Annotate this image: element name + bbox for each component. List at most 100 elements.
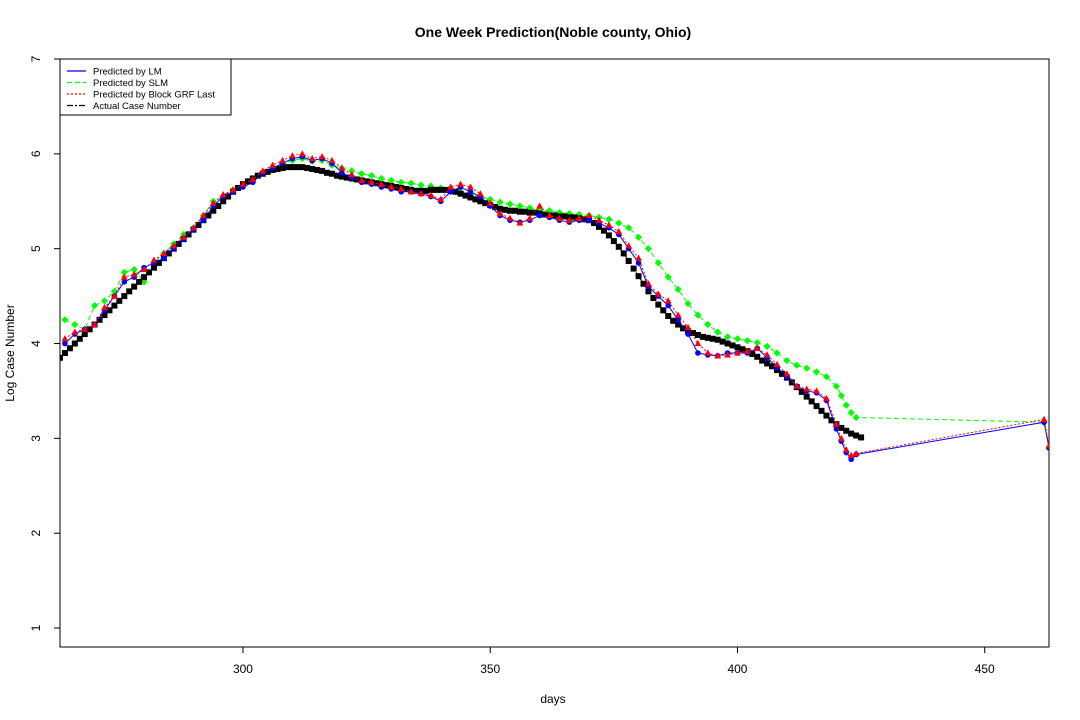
data-point	[521, 208, 528, 215]
data-point	[284, 164, 291, 171]
data-point	[803, 393, 810, 400]
data-point	[853, 432, 860, 439]
data-point	[427, 191, 435, 199]
data-point	[86, 326, 93, 333]
data-point	[625, 224, 633, 232]
data-point	[685, 331, 691, 337]
data-point	[318, 153, 326, 160]
data-point	[625, 242, 633, 249]
data-point	[565, 216, 573, 223]
data-point	[387, 176, 395, 184]
x-axis-label: days	[540, 692, 565, 706]
data-point	[832, 420, 840, 427]
data-point	[496, 209, 504, 217]
data-point	[674, 311, 682, 318]
data-point	[235, 184, 242, 191]
data-point	[571, 214, 578, 221]
data-point	[620, 250, 627, 257]
data-point	[837, 392, 845, 400]
data-point	[734, 344, 741, 351]
data-point	[239, 180, 247, 187]
data-point	[61, 350, 68, 356]
data-point	[279, 165, 286, 172]
data-point	[788, 379, 795, 386]
data-point	[377, 174, 386, 183]
data-point	[467, 188, 474, 195]
data-point	[645, 280, 652, 287]
data-point	[818, 407, 825, 414]
data-point	[838, 424, 845, 431]
data-point	[541, 211, 548, 218]
data-point	[363, 178, 370, 185]
y-tick-label: 6	[29, 150, 43, 157]
data-point	[596, 223, 603, 230]
data-point	[1040, 415, 1048, 422]
data-point	[729, 342, 736, 349]
data-point	[482, 200, 489, 207]
data-point	[660, 307, 667, 314]
data-point	[674, 285, 682, 294]
data-point	[348, 167, 356, 175]
data-point	[477, 198, 484, 205]
data-point	[407, 179, 415, 187]
data-point	[397, 185, 405, 192]
data-point	[675, 317, 681, 323]
series-predicted-by-slm	[61, 154, 1049, 452]
data-point	[694, 339, 702, 347]
data-point	[664, 297, 672, 304]
data-point	[496, 198, 504, 206]
data-point	[126, 288, 133, 295]
data-point	[358, 176, 366, 183]
data-point	[486, 199, 494, 206]
data-point	[704, 334, 711, 341]
data-point	[724, 351, 731, 358]
data-point	[630, 265, 637, 272]
data-point	[743, 337, 751, 345]
data-point	[338, 164, 346, 171]
data-point	[610, 238, 617, 245]
data-point	[140, 265, 148, 273]
data-point	[120, 273, 128, 280]
series-line	[60, 166, 862, 438]
data-point	[724, 340, 731, 347]
data-point	[793, 382, 801, 389]
data-point	[615, 228, 623, 235]
data-point	[774, 367, 781, 374]
data-point	[319, 167, 326, 174]
data-point	[714, 328, 722, 336]
data-point	[803, 364, 811, 372]
data-point	[472, 196, 479, 203]
data-point	[837, 434, 845, 441]
data-point	[634, 233, 643, 241]
data-point	[645, 288, 652, 295]
legend-box	[59, 58, 232, 116]
data-point	[600, 227, 607, 234]
data-point	[858, 434, 865, 441]
data-point	[66, 345, 73, 352]
y-tick-label: 7	[29, 55, 43, 62]
data-point	[828, 417, 835, 424]
data-point	[813, 387, 820, 394]
data-point	[180, 233, 188, 240]
data-point	[338, 173, 345, 180]
y-tick-label: 2	[29, 530, 43, 537]
data-point	[215, 203, 222, 209]
data-point	[387, 183, 395, 190]
data-point	[516, 208, 523, 215]
legend-label: Actual Case Number	[93, 101, 181, 112]
data-point	[605, 215, 613, 223]
data-point	[452, 188, 459, 195]
data-point	[531, 209, 538, 216]
y-tick-label: 1	[29, 624, 43, 631]
data-point	[833, 426, 840, 432]
x-tick-label: 350	[480, 662, 500, 676]
data-point	[279, 156, 286, 164]
x-tick-label: 400	[727, 662, 747, 676]
data-point	[506, 200, 514, 208]
data-point	[763, 342, 771, 350]
data-point	[847, 451, 855, 459]
data-point	[615, 219, 623, 227]
plot-frame	[59, 58, 1050, 648]
data-point	[793, 361, 801, 369]
